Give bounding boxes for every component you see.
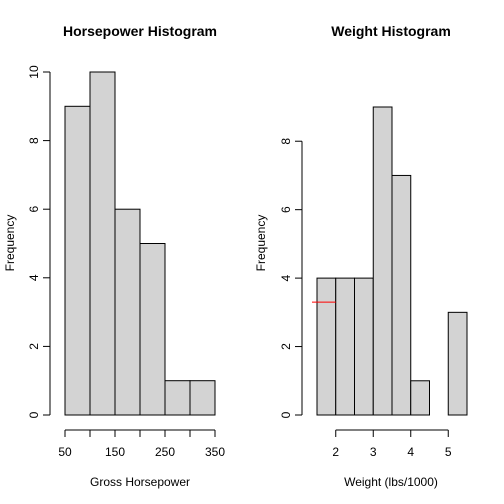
chart-title: Weight Histogram bbox=[331, 23, 451, 39]
x-axis: 2 3 4 5 bbox=[332, 429, 452, 459]
y-tick-label: 6 bbox=[27, 206, 41, 213]
histogram-bar bbox=[335, 277, 355, 416]
x-tick-label: 4 bbox=[407, 445, 414, 459]
x-axis-label: Weight (lbs/1000) bbox=[344, 475, 438, 489]
y-tick-label: 2 bbox=[279, 343, 293, 350]
histogram-bar bbox=[391, 174, 412, 416]
x-tick-label: 5 bbox=[445, 445, 452, 459]
y-tick-label: 6 bbox=[279, 206, 293, 213]
bars bbox=[64, 71, 216, 416]
x-tick-label: 3 bbox=[370, 445, 377, 459]
y-axis: 0 2 4 6 8 10 bbox=[27, 65, 51, 418]
weight-histogram: Weight Histogram Weight (lbs/1000) Frequ… bbox=[254, 23, 468, 489]
histogram-bar bbox=[164, 380, 191, 416]
horsepower-histogram: Horsepower Histogram Gross Horsepower Fr… bbox=[3, 23, 225, 489]
x-tick-label: 250 bbox=[155, 445, 175, 459]
y-axis-label: Frequency bbox=[3, 215, 17, 272]
x-axis-label: Gross Horsepower bbox=[90, 475, 190, 489]
y-tick-label: 0 bbox=[279, 411, 293, 418]
x-tick-label: 2 bbox=[332, 445, 339, 459]
y-tick-label: 0 bbox=[27, 411, 41, 418]
x-tick-label: 50 bbox=[58, 445, 72, 459]
x-tick-label: 150 bbox=[105, 445, 125, 459]
y-tick-label: 4 bbox=[27, 274, 41, 281]
y-tick-label: 10 bbox=[27, 65, 41, 79]
histogram-bar bbox=[114, 208, 141, 416]
y-tick-label: 4 bbox=[279, 274, 293, 281]
y-axis-label: Frequency bbox=[254, 215, 268, 272]
x-tick-label: 350 bbox=[205, 445, 225, 459]
histogram-bar bbox=[447, 311, 468, 416]
chart-title: Horsepower Histogram bbox=[63, 23, 217, 39]
histogram-bar bbox=[139, 243, 166, 416]
y-tick-label: 8 bbox=[27, 137, 41, 144]
histogram-bar bbox=[64, 105, 91, 416]
bars bbox=[316, 106, 468, 416]
histogram-bar bbox=[372, 106, 393, 416]
y-tick-label: 2 bbox=[27, 343, 41, 350]
histogram-bar bbox=[354, 277, 374, 416]
histogram-bar bbox=[89, 71, 116, 416]
x-axis: 50 150 250 350 bbox=[58, 429, 225, 459]
histogram-bar bbox=[189, 380, 216, 416]
y-tick-label: 8 bbox=[279, 138, 293, 145]
histogram-bar bbox=[410, 380, 430, 416]
histogram-bar bbox=[316, 277, 337, 416]
y-axis: 0 2 4 6 8 bbox=[279, 138, 303, 418]
